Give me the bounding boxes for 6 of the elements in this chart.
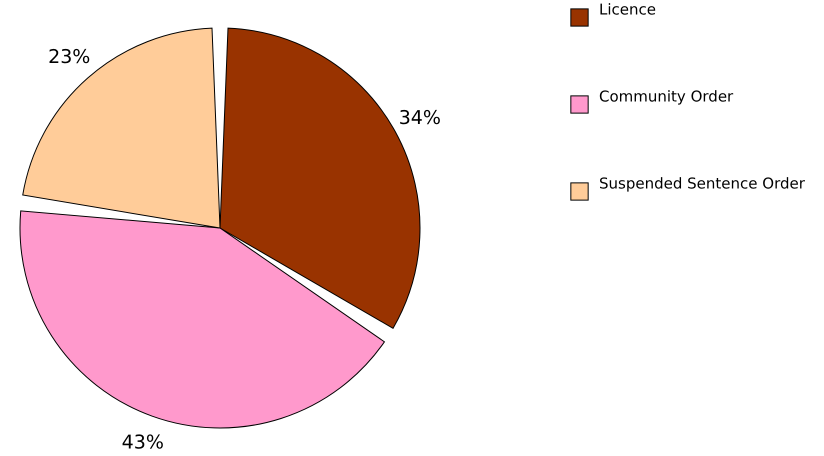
legend-label: Suspended Sentence Order — [599, 174, 806, 192]
legend-label: Community Order — [599, 88, 734, 106]
legend-label: Licence — [599, 0, 656, 18]
data-label: 23% — [48, 46, 90, 68]
data-label: 34% — [398, 107, 441, 130]
data-label: 43% — [122, 432, 164, 454]
